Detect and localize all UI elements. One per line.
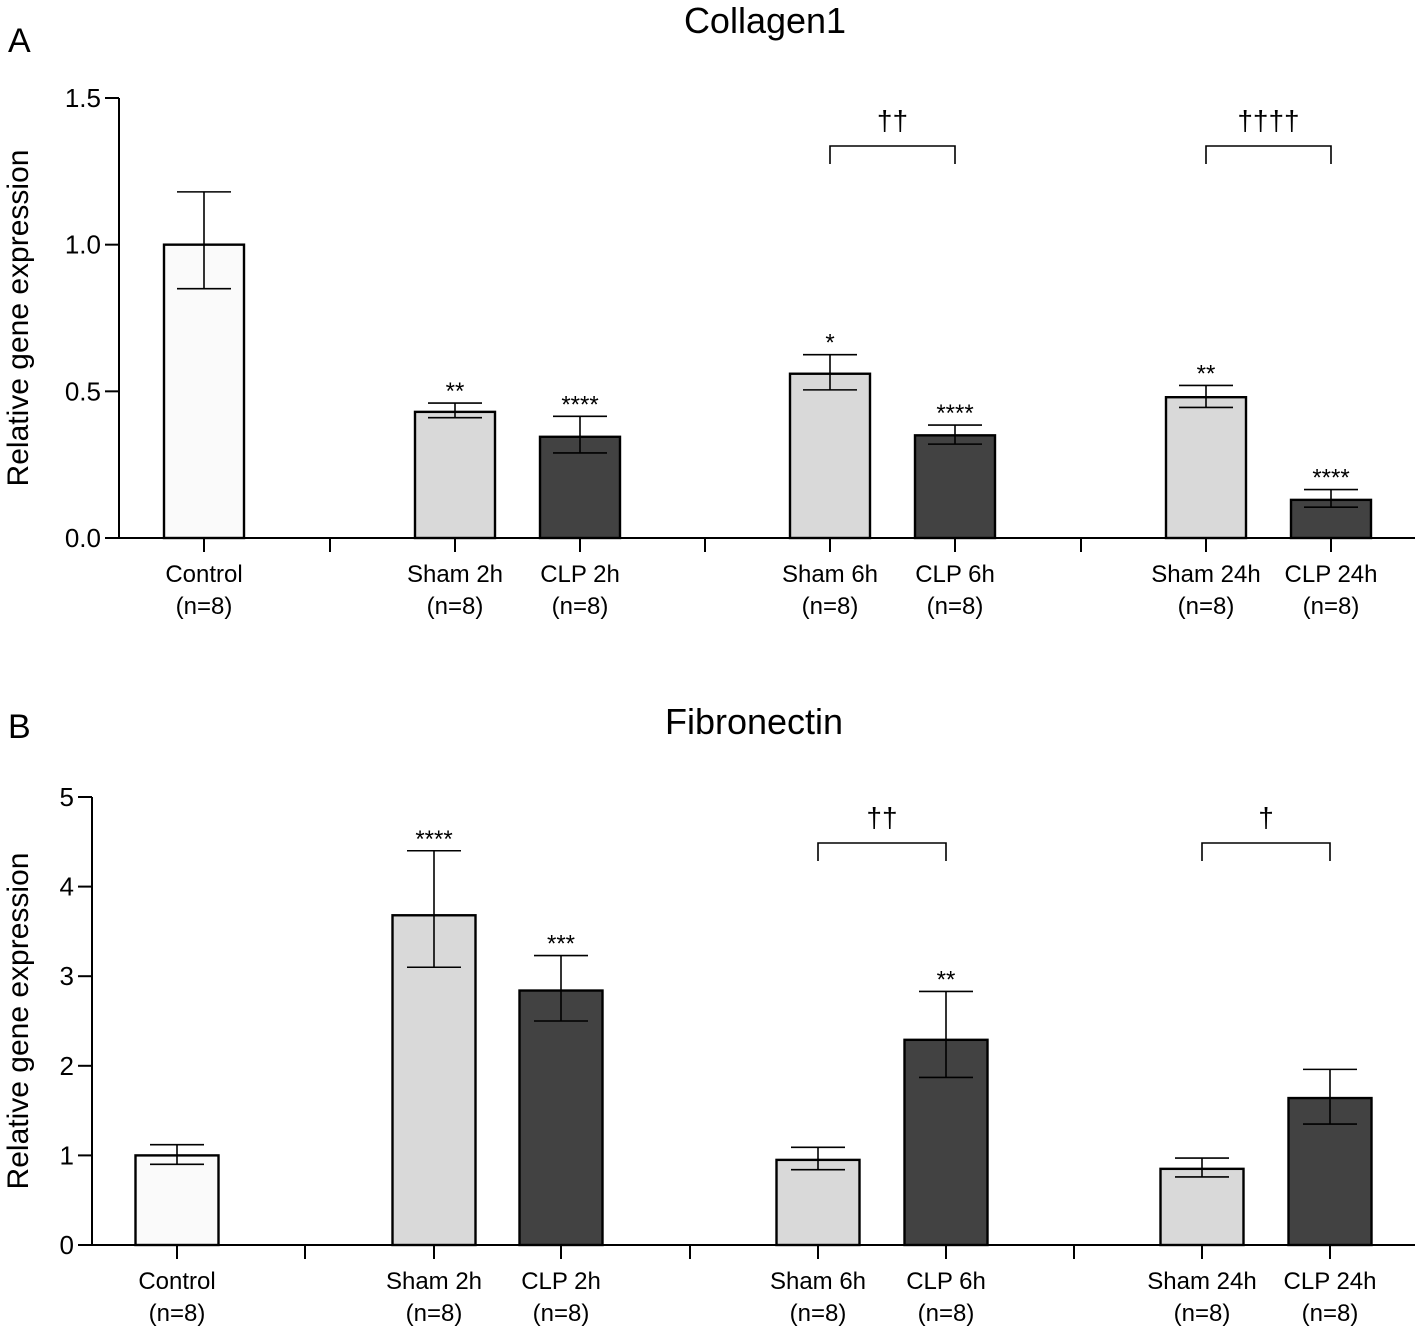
comparison-symbol: †† bbox=[866, 802, 897, 833]
comparison-symbol: †††† bbox=[1237, 105, 1299, 136]
significance-label: ** bbox=[937, 966, 956, 993]
y-tick-label: 0.0 bbox=[65, 523, 101, 553]
x-category-label: Sham 2h bbox=[407, 561, 503, 588]
x-category-label: CLP 2h bbox=[540, 561, 620, 588]
significance-label: ** bbox=[1197, 360, 1216, 387]
bar bbox=[913, 434, 997, 540]
comparison-symbol: † bbox=[1258, 802, 1274, 833]
x-sample-size-label: (n=8) bbox=[552, 593, 609, 620]
x-sample-size-label: (n=8) bbox=[533, 1300, 590, 1327]
x-sample-size-label: (n=8) bbox=[427, 593, 484, 620]
y-tick-label: 3 bbox=[60, 961, 74, 991]
x-sample-size-label: (n=8) bbox=[149, 1300, 206, 1327]
x-sample-size-label: (n=8) bbox=[406, 1300, 463, 1327]
x-category-label: Sham 2h bbox=[386, 1268, 482, 1295]
y-axis-label: Relative gene expression bbox=[2, 853, 35, 1190]
comparison-bracket bbox=[1201, 842, 1331, 861]
x-category-label: CLP 2h bbox=[521, 1268, 601, 1295]
panel-b: B Fibronectin Relative gene expression 0 1 2 3… bbox=[2, 701, 1415, 1327]
x-sample-size-label: (n=8) bbox=[790, 1300, 847, 1327]
significance-label: ** bbox=[446, 378, 465, 405]
comparison-bracket bbox=[829, 145, 956, 164]
x-category-label: CLP 6h bbox=[906, 1268, 986, 1295]
comparison-bracket bbox=[1205, 145, 1332, 164]
x-sample-size-label: (n=8) bbox=[802, 593, 859, 620]
x-sample-size-label: (n=8) bbox=[1174, 1300, 1231, 1327]
x-category-label: Sham 24h bbox=[1151, 561, 1260, 588]
y-tick-label: 0 bbox=[60, 1230, 74, 1260]
y-tick-label: 5 bbox=[60, 782, 74, 812]
x-category-label: Sham 6h bbox=[770, 1268, 866, 1295]
significance-label: **** bbox=[1312, 465, 1349, 492]
bar bbox=[134, 1154, 220, 1247]
panel-letter: B bbox=[8, 708, 31, 746]
significance-label: **** bbox=[936, 400, 973, 427]
x-sample-size-label: (n=8) bbox=[1303, 593, 1360, 620]
x-sample-size-label: (n=8) bbox=[1302, 1300, 1359, 1327]
comparison-bracket bbox=[817, 842, 947, 861]
bar bbox=[788, 372, 872, 540]
y-tick-label: 1.5 bbox=[65, 83, 101, 113]
x-sample-size-label: (n=8) bbox=[918, 1300, 975, 1327]
x-category-label: CLP 24h bbox=[1284, 1268, 1377, 1295]
x-category-label: Sham 6h bbox=[782, 561, 878, 588]
bar bbox=[775, 1158, 861, 1247]
y-tick-label: 1.0 bbox=[65, 230, 101, 260]
bar bbox=[162, 243, 246, 540]
bar bbox=[1164, 396, 1248, 540]
x-sample-size-label: (n=8) bbox=[927, 593, 984, 620]
panel-letter: A bbox=[8, 22, 31, 60]
comparison-symbol: †† bbox=[877, 105, 908, 136]
chart-title: Fibronectin bbox=[665, 701, 843, 742]
y-axis-label: Relative gene expression bbox=[2, 150, 35, 487]
chart-title: Collagen1 bbox=[684, 0, 846, 41]
y-tick-label: 1 bbox=[60, 1140, 74, 1170]
x-category-label: Control bbox=[138, 1268, 215, 1295]
significance-label: **** bbox=[561, 391, 598, 418]
y-tick-label: 2 bbox=[60, 1051, 74, 1081]
x-sample-size-label: (n=8) bbox=[1178, 593, 1235, 620]
significance-label: * bbox=[825, 330, 834, 357]
panel-a: A Collagen1 Relative gene expression 0.0 0.5… bbox=[2, 0, 1415, 620]
bar bbox=[903, 1038, 989, 1247]
significance-label: *** bbox=[547, 931, 575, 958]
x-category-label: Control bbox=[165, 561, 242, 588]
y-tick-label: 0.5 bbox=[65, 376, 101, 406]
bar bbox=[518, 989, 604, 1247]
bar bbox=[413, 410, 497, 540]
x-category-label: CLP 6h bbox=[915, 561, 995, 588]
significance-label: **** bbox=[415, 826, 452, 853]
x-category-label: Sham 24h bbox=[1147, 1268, 1256, 1295]
x-sample-size-label: (n=8) bbox=[176, 593, 233, 620]
bar bbox=[391, 914, 477, 1247]
x-category-label: CLP 24h bbox=[1285, 561, 1378, 588]
y-tick-label: 4 bbox=[60, 872, 74, 902]
bar bbox=[1159, 1167, 1245, 1247]
